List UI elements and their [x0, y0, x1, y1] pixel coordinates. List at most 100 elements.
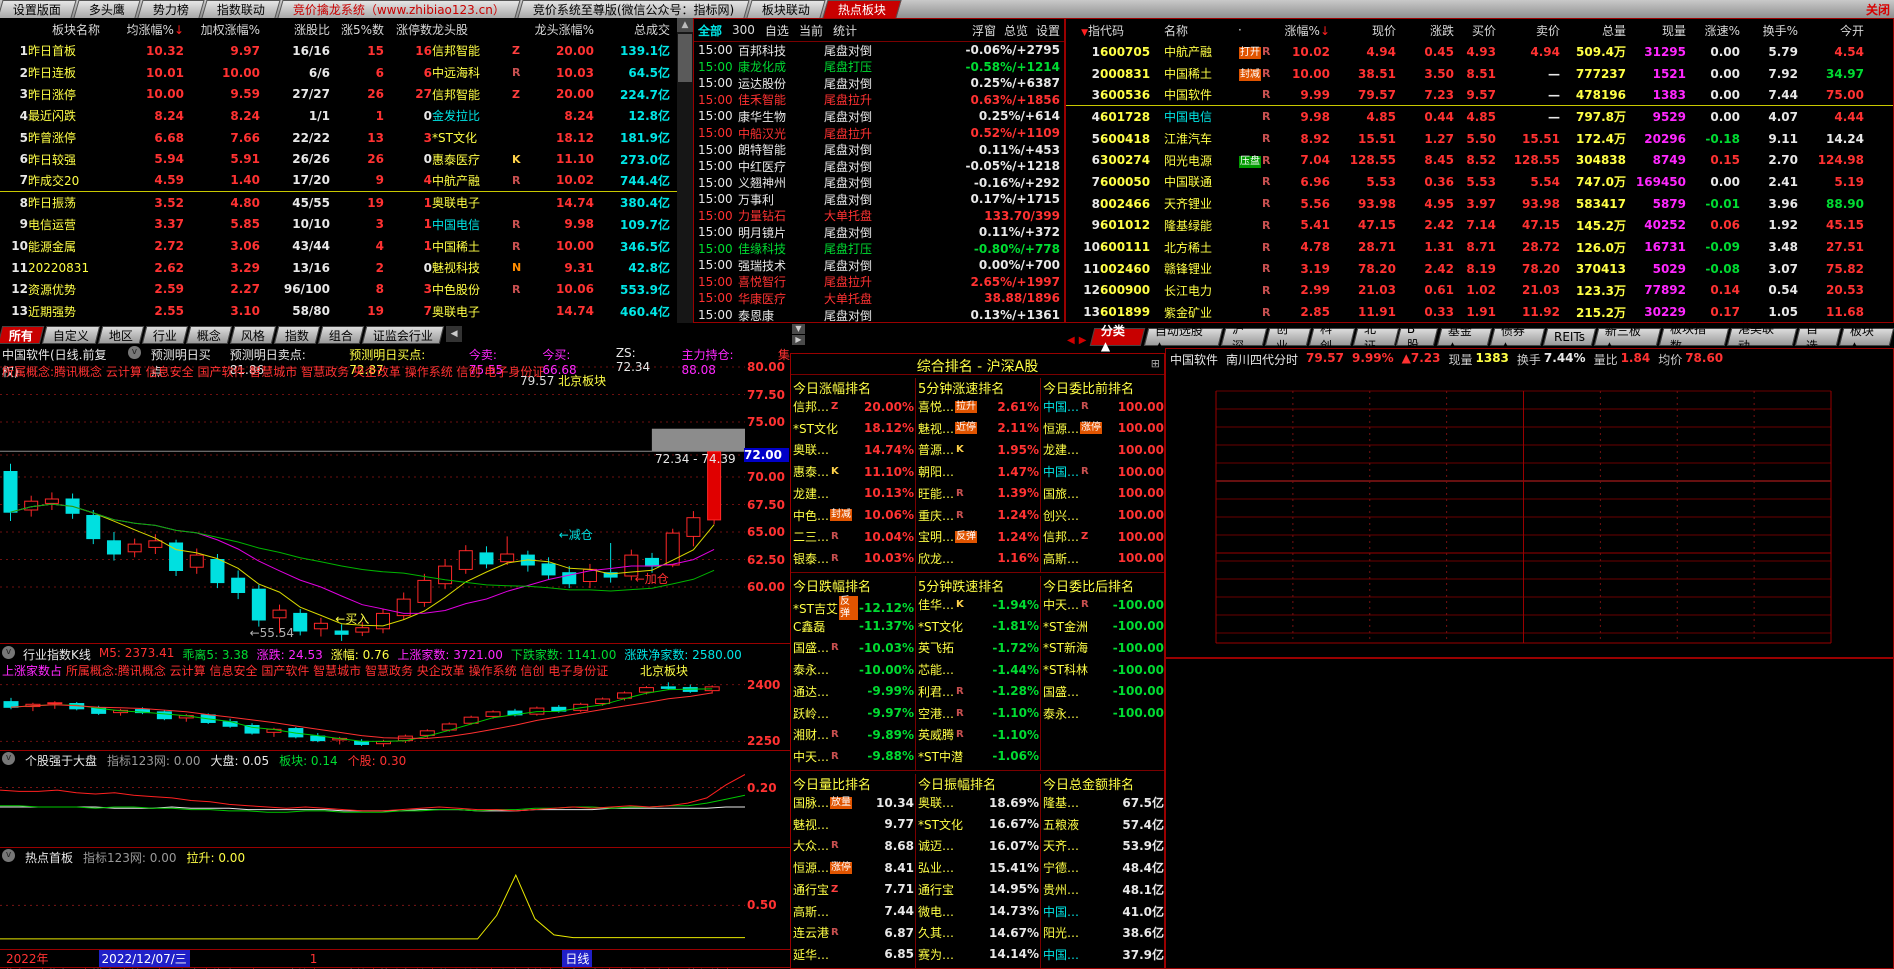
monitor-row[interactable]: 15:00 佳缘科技 尾盘打压 -0.80%/+778 — [694, 241, 1064, 258]
sector-row[interactable]: 1 昨日首板 10.32 9.97 16/16 15 16 信邦智能 Z 20.00 139.1亿 — [0, 40, 677, 62]
monitor-scroll-right-icon[interactable]: ▶ — [792, 335, 805, 345]
rank-row[interactable]: *ST吉艾 反弹 -12.12% — [793, 596, 914, 620]
rank-row[interactable]: 中国… 41.0亿 — [1043, 903, 1164, 920]
rank-row[interactable]: 魅视… 近停 2.11% — [918, 420, 1039, 437]
monitor-tab-全部[interactable]: 全部 — [698, 23, 723, 38]
market-tab-分类▲[interactable]: 分类▲ — [1090, 324, 1146, 353]
market-tab-北证[interactable]: 北证 — [1352, 322, 1399, 353]
sector-row[interactable]: 12 资源优势 2.59 2.27 96/100 8 3 中色股份 R 10.06 553.9亿 — [0, 279, 677, 301]
sector-row[interactable]: 7 昨成交20 4.59 1.40 17/20 9 4 中航产融 R 10.02 744.4亿 — [0, 170, 677, 192]
collapse-icon[interactable]: v — [2, 752, 15, 765]
quote-row[interactable]: 1 600705 中航产融 打开 R 10.02 4.94 0.45 4.93 4.94 509.4… — [1066, 41, 1893, 63]
monitor-scroll-down-icon[interactable]: ▼ — [792, 324, 805, 334]
market-tab-基金▲[interactable]: 基金▲ — [1436, 324, 1493, 353]
menu-tab-6[interactable]: 板块联动 — [746, 0, 827, 18]
rank-row[interactable]: *ST中潜 -1.06% — [918, 748, 1039, 765]
collapse-icon[interactable]: v — [128, 346, 141, 359]
monitor-action-设置[interactable]: 设置 — [1035, 23, 1060, 38]
rank-row[interactable]: 恒源… 涨停 100.00 — [1043, 420, 1164, 437]
column-header[interactable]: 代码 — [1100, 23, 1125, 38]
tabs-scroll-icon[interactable]: ◀ — [446, 326, 463, 342]
column-header[interactable]: 涨速% — [1704, 23, 1740, 38]
period-selector[interactable]: 日线 — [562, 950, 593, 967]
monitor-row[interactable]: 15:00 运达股份 尾盘对倒 0.25%/+6387 — [694, 75, 1064, 92]
monitor-row[interactable]: 15:00 中红医疗 尾盘对倒 -0.05%/+1218 — [694, 158, 1064, 175]
rank-row[interactable]: 重庆… R 1.24% — [918, 507, 1039, 524]
rank-row[interactable]: 中国… R 100.00 — [1043, 463, 1164, 480]
sector-row[interactable]: 3 昨日涨停 10.00 9.59 27/27 26 27 信邦智能 Z 20.00 224.7亿 — [0, 83, 677, 105]
rank-row[interactable]: 魅视… 9.77 — [793, 816, 914, 833]
market-tab-科创[interactable]: 科创 — [1308, 322, 1355, 353]
monitor-tab-当前[interactable]: 当前 — [798, 23, 823, 38]
rank-row[interactable]: 延华… 6.85 — [793, 946, 914, 963]
sector-row[interactable]: 13 近期强势 2.55 3.10 58/80 19 7 奥联电子 14.74 460.4亿 — [0, 300, 677, 322]
column-header[interactable]: 买价 — [1471, 23, 1496, 38]
monitor-row[interactable]: 15:00 中船汉光 尾盘拉升 0.52%/+1109 — [694, 125, 1064, 142]
rank-row[interactable]: 通行宝 14.95% — [918, 881, 1039, 898]
rank-row[interactable]: 泰永… -100.00 — [1043, 705, 1164, 722]
monitor-row[interactable]: 15:00 百邦科技 尾盘对倒 -0.06%/+2795 — [694, 42, 1064, 59]
rank-row[interactable]: 空港… R -1.10% — [918, 705, 1039, 722]
rank-row[interactable]: 龙建… 100.00 — [1043, 441, 1164, 458]
rank-row[interactable]: *ST文化 18.12% — [793, 420, 914, 437]
board-tab-风格[interactable]: 风格 — [229, 326, 277, 344]
sector-row[interactable]: 10 能源金属 2.72 3.06 43/44 4 1 中国稀土 R 10.00 346.5亿 — [0, 235, 677, 257]
column-header[interactable]: 总量 — [1601, 23, 1626, 38]
market-tab-债券▲[interactable]: 债券▲ — [1489, 324, 1546, 353]
rank-row[interactable]: 弘业… 15.41% — [918, 859, 1039, 876]
market-tab-自选[interactable]: 自选 — [1794, 322, 1842, 353]
sector-row[interactable]: 9 电信运营 3.37 5.85 10/10 3 1 中国电信 R 9.98 109.7亿 — [0, 214, 677, 236]
rank-row[interactable]: 微电… 14.73% — [918, 903, 1039, 920]
sector-row[interactable]: 8 昨日振荡 3.52 4.80 45/55 19 1 奥联电子 14.74 380.4亿 — [0, 192, 677, 214]
rank-row[interactable]: 国旅… 100.00 — [1043, 485, 1164, 502]
monitor-row[interactable]: 15:00 强瑞技术 尾盘对倒 0.00%/+700 — [694, 257, 1064, 274]
quote-table-header[interactable]: ▼指 代码 名称 · 涨幅%↓ 现价 涨跌 买价 卖价 总量 现量 涨速% 换手% 今开 — [1066, 19, 1893, 41]
monitor-row[interactable]: 15:00 康龙化成 尾盘打压 -0.58%/+1214 — [694, 59, 1064, 76]
quote-row[interactable]: 5 600418 江淮汽车 R 8.92 15.51 1.27 5.50 15.51 172.4万… — [1066, 128, 1893, 150]
collapse-icon[interactable]: v — [2, 849, 15, 862]
menu-tab-3[interactable]: 指数联动 — [201, 0, 281, 18]
market-tab-B股[interactable]: B股 — [1396, 322, 1439, 352]
quote-row[interactable]: 8 002466 天齐锂业 R 5.56 93.98 4.95 3.97 93.98 583417… — [1066, 193, 1893, 215]
column-header[interactable]: 加权涨幅% — [200, 22, 260, 37]
monitor-action-总览[interactable]: 总览 — [1003, 23, 1028, 38]
board-tab-自定义[interactable]: 自定义 — [41, 326, 101, 344]
column-header[interactable]: 涨跌 — [1429, 23, 1454, 38]
scroll-thumb[interactable] — [678, 34, 692, 82]
rank-row[interactable]: 芯能… -1.44% — [918, 661, 1039, 678]
quote-row[interactable]: 13 601899 紫金矿业 R 2.85 11.91 0.33 1.91 11.92 215.2… — [1066, 301, 1893, 323]
monitor-row[interactable]: 15:00 泰恩康 尾盘对倒 0.13%/+1361 — [694, 307, 1064, 324]
monitor-row[interactable]: 15:00 义翘神州 尾盘对倒 -0.16%/+292 — [694, 174, 1064, 191]
sector-table-header[interactable]: 板块名称 均涨幅%↓ 加权涨幅% 涨股比 涨5%数 涨停数 龙头股 龙头涨幅% 总成交 — [0, 18, 677, 40]
quote-row[interactable]: 7 600050 中国联通 R 6.96 5.53 0.36 5.53 5.54 747.0万 16… — [1066, 171, 1893, 193]
rank-row[interactable]: 利君… R -1.28% — [918, 683, 1039, 700]
rank-row[interactable]: 国脉… 放量 10.34 — [793, 794, 914, 811]
rank-row[interactable]: 天齐… 53.9亿 — [1043, 837, 1164, 854]
quote-row[interactable]: 4 601728 中国电信 R 9.98 4.85 0.44 4.85 — 797.8万 9529 0… — [1066, 106, 1893, 128]
close-button[interactable]: 关闭 — [1865, 3, 1890, 17]
grid-view-icon[interactable]: ⊞ — [1150, 357, 1160, 370]
column-header[interactable]: 涨5%数 — [340, 22, 384, 37]
market-tab-板块指数[interactable]: 板块指数 — [1658, 322, 1730, 353]
rank-row[interactable]: 旺能… R 1.39% — [918, 485, 1039, 502]
column-header[interactable]: 名称 — [1164, 23, 1189, 38]
rank-row[interactable]: 赛为… 14.14% — [918, 946, 1039, 963]
sector-row[interactable]: 6 昨日较强 5.94 5.91 26/26 26 0 惠泰医疗 K 11.10 273.0亿 — [0, 148, 677, 170]
menu-tab-1[interactable]: 多头鹰 — [73, 0, 141, 18]
quote-row[interactable]: 10 600111 北方稀土 R 4.78 28.71 1.31 8.71 28.72 126.0… — [1066, 236, 1893, 258]
menu-tab-2[interactable]: 势力榜 — [137, 0, 205, 18]
current-date[interactable]: 2022/12/07/三 — [98, 950, 190, 967]
column-header[interactable]: 龙头涨幅% — [534, 22, 594, 37]
rank-row[interactable]: 中天… R -100.00 — [1043, 596, 1164, 613]
monitor-row[interactable]: 15:00 佳禾智能 尾盘拉升 0.63%/+1856 — [694, 92, 1064, 109]
column-header[interactable]: 总成交 — [633, 22, 670, 37]
rank-row[interactable]: 普源… K 1.95% — [918, 441, 1039, 458]
column-header[interactable]: 今开 — [1839, 23, 1864, 38]
quote-row[interactable]: 3 600536 中国软件 R 9.99 79.57 7.23 9.57 — 478196 1383… — [1066, 84, 1893, 107]
rank-row[interactable]: 创兴… 100.00 — [1043, 507, 1164, 524]
board-tab-概念[interactable]: 概念 — [185, 326, 233, 344]
monitor-row[interactable]: 15:00 明月镜片 尾盘对倒 0.11%/+372 — [694, 224, 1064, 241]
rank-row[interactable]: 中天… R -9.88% — [793, 748, 914, 765]
market-tab-沪深[interactable]: 沪深 — [1220, 322, 1267, 353]
board-tab-所有[interactable]: 所有 — [0, 326, 45, 344]
